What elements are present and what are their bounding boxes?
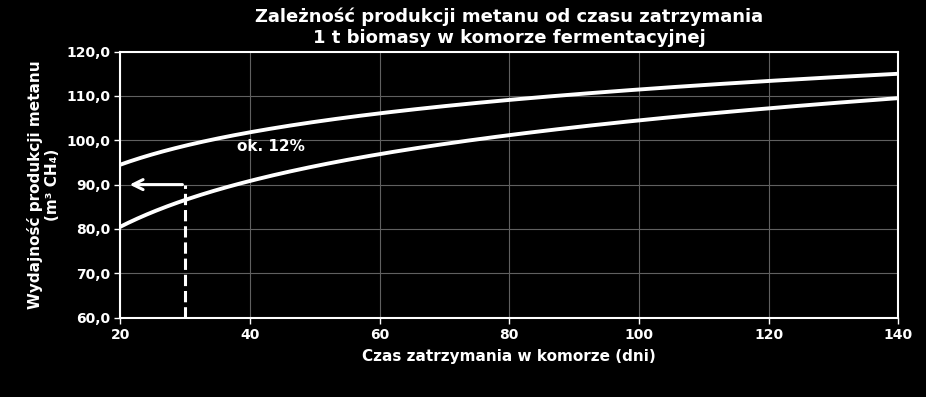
Title: Zależność produkcji metanu od czasu zatrzymania
1 t biomasy w komorze fermentacy: Zależność produkcji metanu od czasu zatr…	[256, 8, 763, 47]
Text: ok. 12%: ok. 12%	[237, 139, 305, 154]
X-axis label: Czas zatrzymania w komorze (dni): Czas zatrzymania w komorze (dni)	[362, 349, 657, 364]
Y-axis label: Wydajność produkcji metanu
(m³ CH₄): Wydajność produkcji metanu (m³ CH₄)	[27, 60, 60, 309]
